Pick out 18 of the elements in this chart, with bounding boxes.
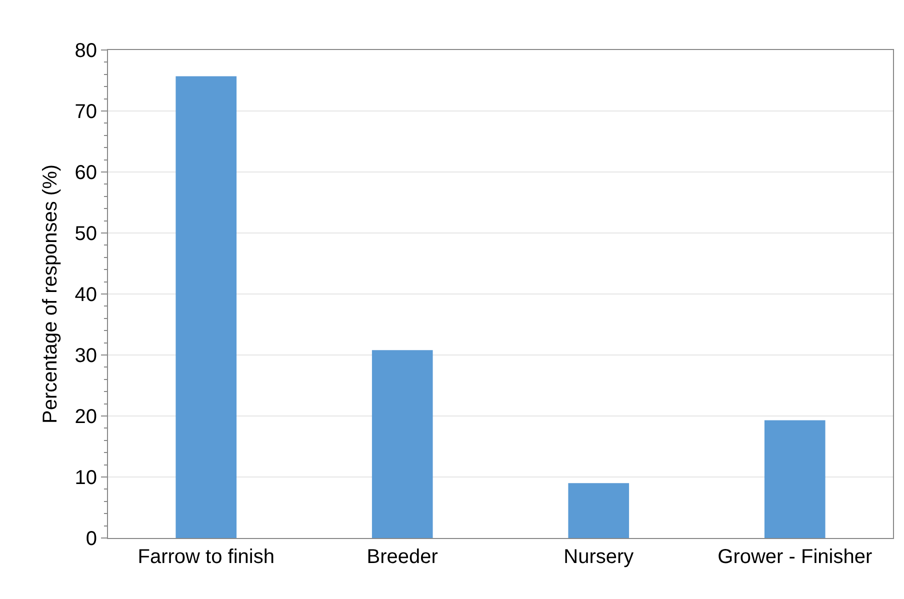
- y-tick-label: 80: [74, 40, 97, 62]
- y-axis-title: Percentage of responses (%): [39, 164, 62, 424]
- x-tick-label: Farrow to finish: [138, 546, 274, 568]
- x-tick-label: Nursery: [564, 546, 634, 568]
- y-tick-label: 10: [74, 467, 97, 489]
- bar: [568, 483, 630, 538]
- y-tick-label: 0: [86, 528, 97, 550]
- bar: [372, 350, 433, 538]
- y-tick-label: 20: [74, 406, 97, 428]
- bar: [176, 76, 237, 538]
- x-tick-label: Grower - Finisher: [718, 546, 872, 568]
- y-tick-label: 70: [74, 101, 97, 123]
- x-tick-label: Breeder: [366, 546, 438, 568]
- bar: [764, 420, 826, 538]
- y-tick-label: 60: [74, 162, 97, 184]
- y-tick-label: 40: [74, 284, 97, 306]
- y-tick-label: 50: [74, 223, 97, 245]
- y-tick-label: 30: [74, 345, 97, 367]
